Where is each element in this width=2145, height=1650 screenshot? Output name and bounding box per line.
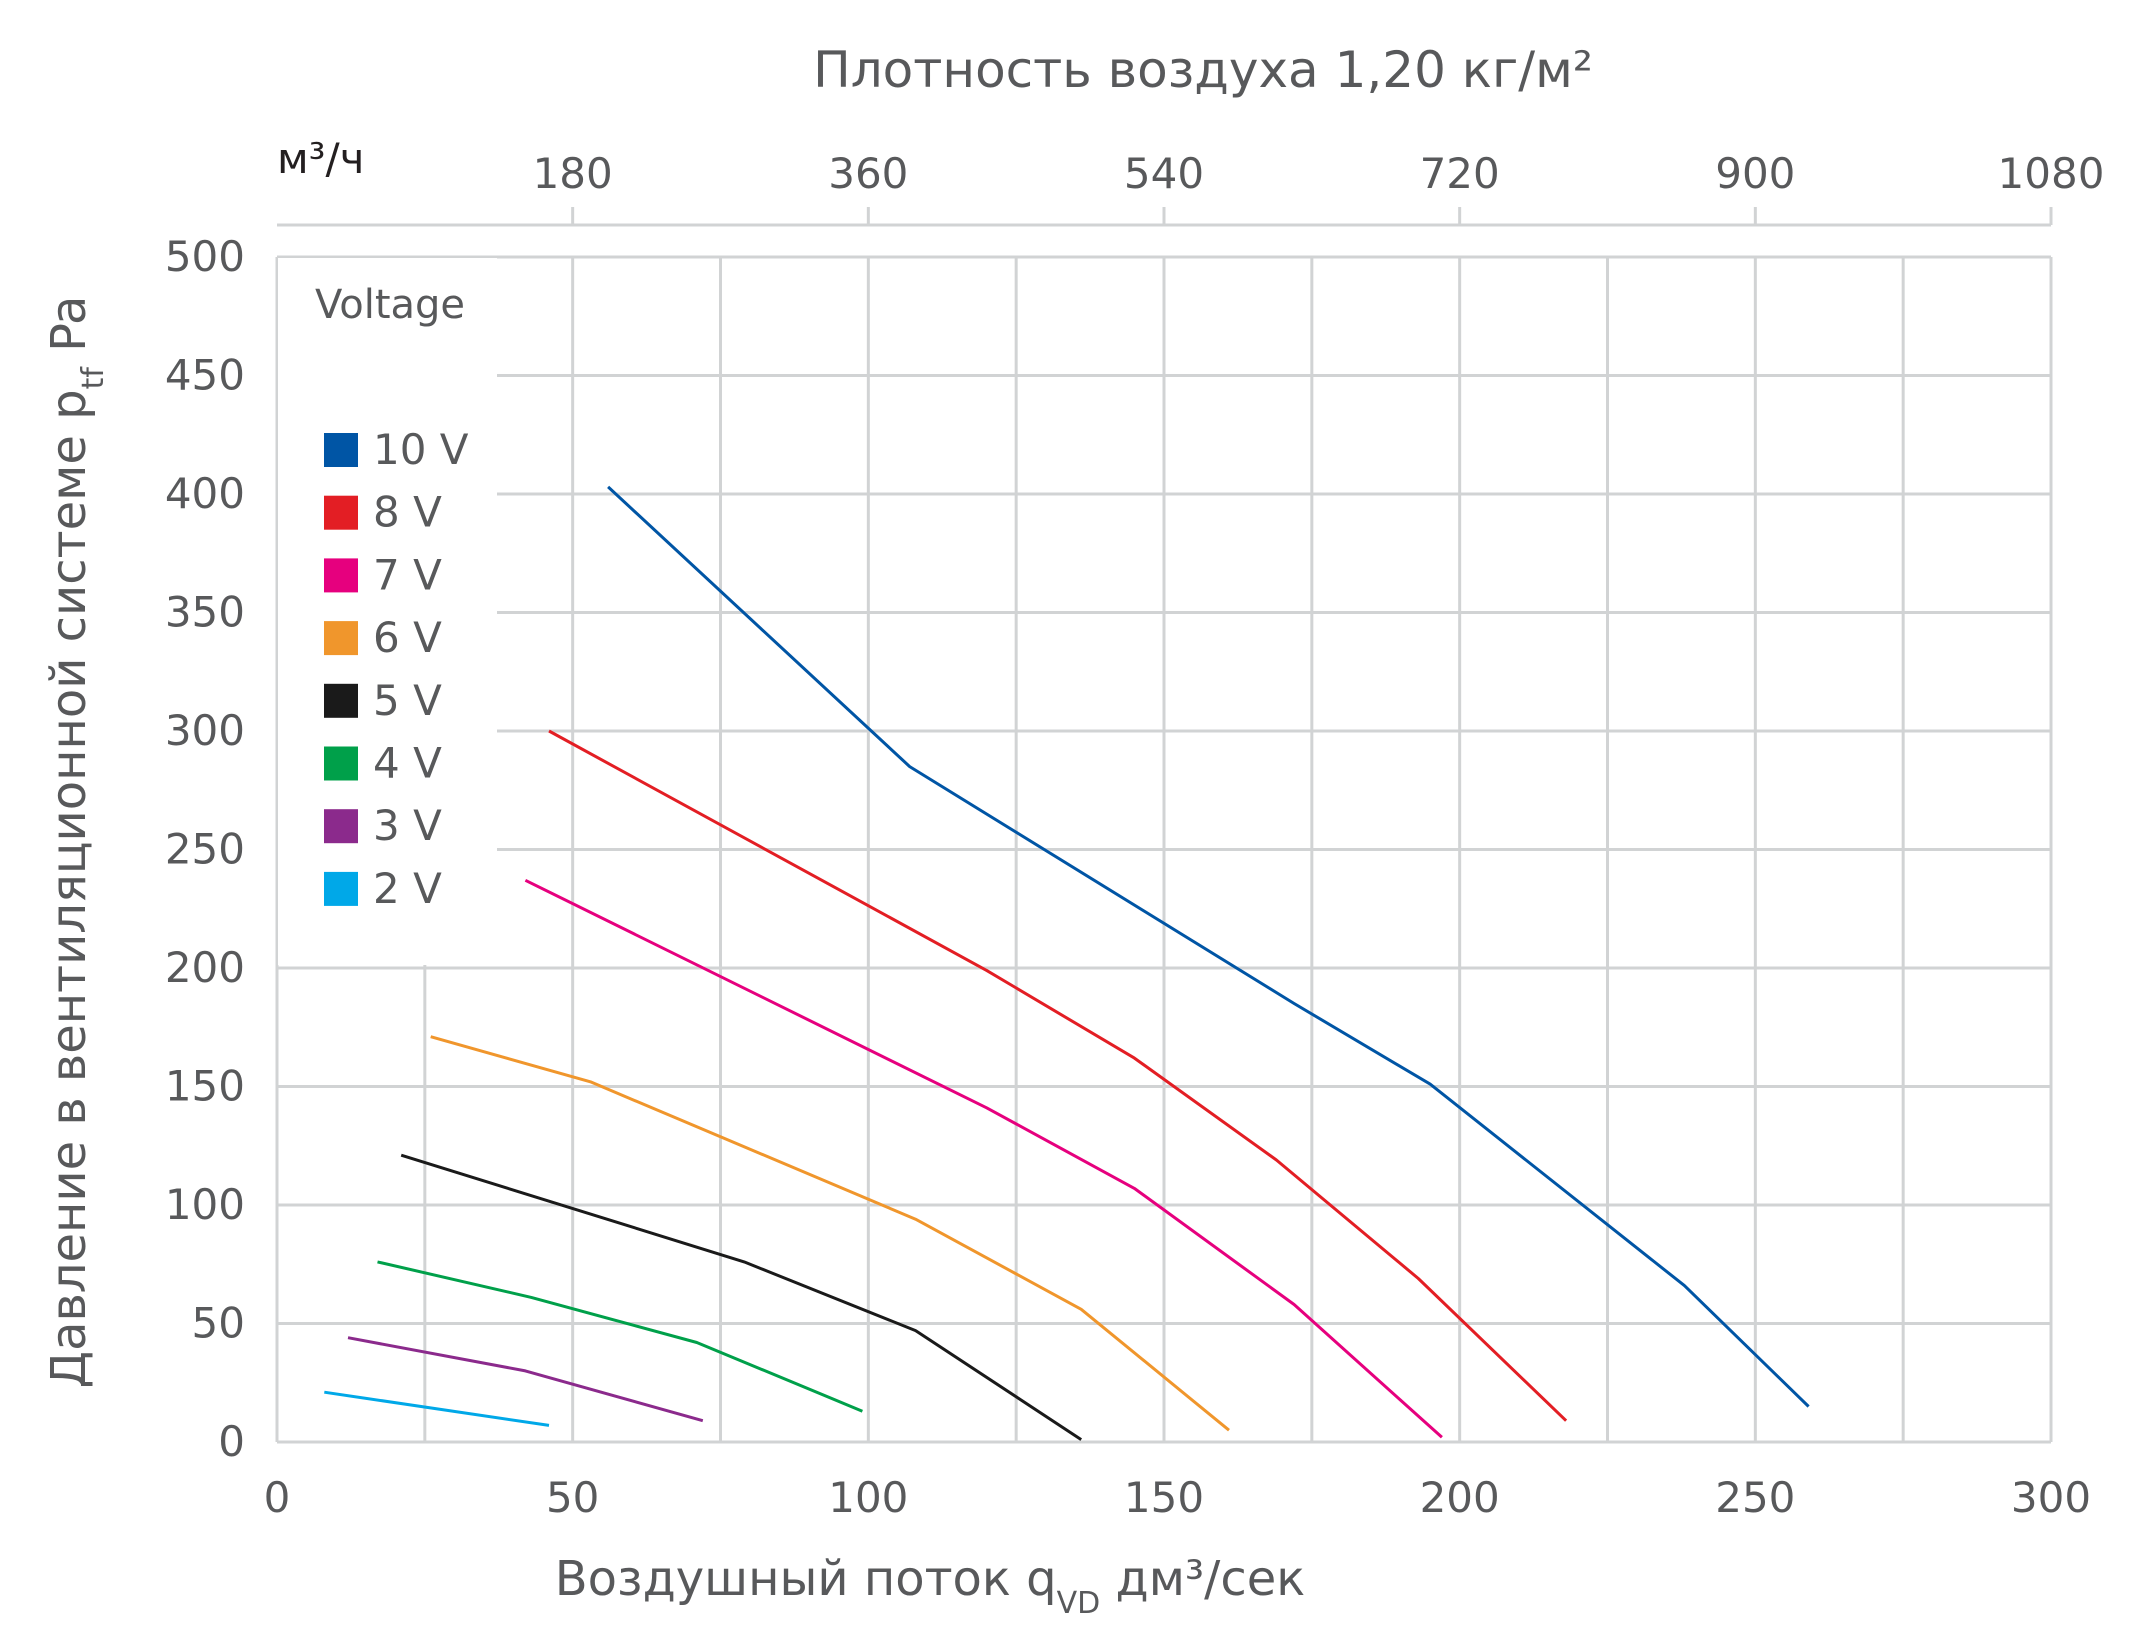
y-tick-label: 450 <box>165 351 245 400</box>
top-axis-tick-label: 900 <box>1715 149 1795 198</box>
legend-title: Voltage <box>315 282 465 328</box>
legend-swatch <box>324 809 358 844</box>
legend-label: 3 V <box>373 801 442 850</box>
top-axis-tick-label: 540 <box>1124 149 1204 198</box>
x-tick-label: 100 <box>828 1473 908 1522</box>
legend: Voltage 10 V 8 V 7 V 6 V 5 V 4 V 3 V 2 V <box>278 258 497 965</box>
top-axis-label: м³/ч <box>277 134 365 183</box>
y-tick-label: 500 <box>165 232 245 281</box>
legend-box <box>278 258 497 965</box>
legend-swatch <box>324 558 358 593</box>
legend-swatch <box>324 683 358 718</box>
legend-label: 5 V <box>373 676 442 725</box>
x-axis-label-subscript: VD <box>1057 1586 1101 1621</box>
series-line <box>324 1390 550 1427</box>
x-tick-label: 200 <box>1420 1473 1500 1522</box>
x-tick-label: 250 <box>1715 1473 1795 1522</box>
top-axis-tick-label: 720 <box>1420 149 1500 198</box>
series-line <box>377 1260 863 1413</box>
legend-label: 7 V <box>373 550 442 599</box>
series-line <box>430 1035 1230 1432</box>
y-tick-label: 0 <box>218 1417 245 1466</box>
legend-swatch <box>324 871 358 906</box>
legend-label: 8 V <box>373 488 442 537</box>
top-axis-tick-label: 180 <box>533 149 613 198</box>
y-tick-label: 50 <box>192 1299 245 1348</box>
x-tick-label: 150 <box>1124 1473 1204 1522</box>
x-axis-label: Воздушный поток qVD дм³/сек <box>555 1551 1305 1621</box>
y-tick-label: 250 <box>165 825 245 874</box>
series-line <box>607 485 1810 1408</box>
legend-swatch <box>324 621 358 656</box>
axes: 0 50 100 150 200 250 300 0 50 100 150 200 250 300 350 4… <box>165 149 2105 1522</box>
chart-title: Плотность воздуха 1,20 кг/м² <box>813 41 1593 99</box>
y-tick-label: 150 <box>165 1062 245 1111</box>
y-tick-label: 200 <box>165 943 245 992</box>
legend-label: 6 V <box>373 613 442 662</box>
y-tick-label: 400 <box>165 469 245 518</box>
legend-label: 10 V <box>373 425 469 474</box>
y-axis-label: Давление в вентиляционной системе ptf Pa <box>41 296 111 1389</box>
x-tick-label: 300 <box>2011 1473 2091 1522</box>
legend-swatch <box>324 495 358 530</box>
y-tick-label: 350 <box>165 588 245 637</box>
top-axis-tick-label: 360 <box>828 149 908 198</box>
legend-label: 4 V <box>373 739 442 788</box>
legend-label: 2 V <box>373 864 442 913</box>
y-tick-label: 300 <box>165 706 245 755</box>
y-tick-label: 100 <box>165 1180 245 1229</box>
series-line <box>548 729 1568 1422</box>
series-line <box>400 1153 1083 1441</box>
top-axis-tick-label: 1080 <box>1998 149 2105 198</box>
x-tick-label: 50 <box>546 1473 599 1522</box>
legend-swatch <box>324 433 358 467</box>
series-line <box>524 878 1443 1439</box>
legend-swatch <box>324 746 358 781</box>
y-axis-label-subscript: tf <box>76 366 111 390</box>
series-lines <box>324 485 1810 1441</box>
grid <box>275 255 2053 1444</box>
x-tick-label: 0 <box>264 1473 291 1522</box>
series-line <box>347 1336 704 1423</box>
